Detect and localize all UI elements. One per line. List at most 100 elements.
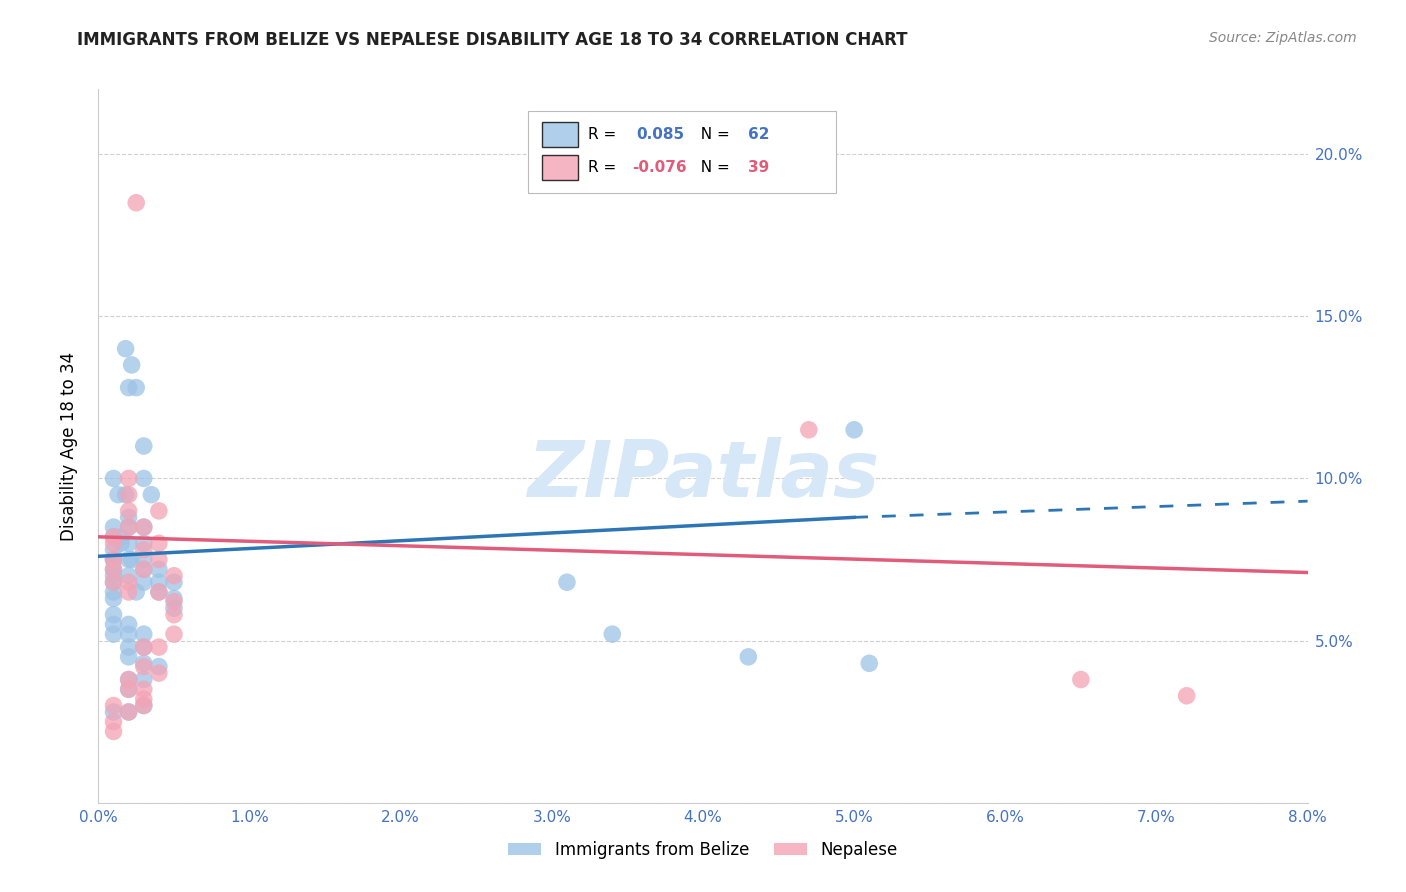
Point [1070,673,1092,687]
Point [163,595,186,609]
Point [132,627,155,641]
Point [125,585,148,599]
Point [118,585,141,599]
Point [110,530,132,544]
Point [163,591,186,606]
Point [118,640,141,654]
Point [163,568,186,582]
Point [148,640,170,654]
Point [132,659,155,673]
Text: -0.076: -0.076 [631,160,686,175]
Point [118,471,141,485]
Point [103,591,125,606]
Point [163,627,186,641]
Point [103,552,125,566]
Point [858,657,880,671]
Point [103,530,125,544]
Point [103,585,125,599]
Point [163,575,186,590]
Point [132,640,155,654]
Point [148,536,170,550]
Point [103,575,125,590]
Point [103,724,125,739]
Point [132,520,155,534]
Point [118,627,141,641]
Point [103,552,125,566]
Point [148,659,170,673]
Point [141,488,163,502]
Point [132,552,155,566]
Point [148,585,170,599]
Point [118,682,141,697]
Point [132,673,155,687]
Point [103,552,125,566]
Point [118,568,141,582]
Point [121,358,143,372]
Point [103,575,125,590]
Point [132,471,155,485]
FancyBboxPatch shape [527,111,837,193]
Point [148,666,170,681]
Point [132,682,155,697]
Point [114,342,136,356]
Point [118,520,141,534]
Point [103,568,125,582]
Point [148,562,170,576]
Point [107,488,129,502]
Point [118,705,141,719]
Point [118,673,141,687]
Point [110,536,132,550]
Point [132,575,155,590]
Point [118,705,141,719]
Text: ZIPatlas: ZIPatlas [527,436,879,513]
Point [132,640,155,654]
FancyBboxPatch shape [543,155,578,180]
Point [118,617,141,632]
Point [103,617,125,632]
Point [132,698,155,713]
Point [118,520,141,534]
Point [103,627,125,641]
Point [114,488,136,502]
Text: 39: 39 [748,160,769,175]
Point [103,536,125,550]
Point [103,542,125,557]
Point [118,536,141,550]
Text: R =: R = [588,160,621,175]
Point [163,607,186,622]
Text: N =: N = [690,127,734,142]
Point [118,504,141,518]
Point [103,698,125,713]
Y-axis label: Disability Age 18 to 34: Disability Age 18 to 34 [59,351,77,541]
Point [103,607,125,622]
Point [132,698,155,713]
Point [118,649,141,664]
Point [125,381,148,395]
Point [737,649,759,664]
Point [132,520,155,534]
Point [163,601,186,615]
Text: R =: R = [588,127,626,142]
Text: 62: 62 [748,127,769,142]
FancyBboxPatch shape [543,122,578,147]
Point [132,562,155,576]
Point [148,552,170,566]
Point [118,488,141,502]
Point [844,423,866,437]
Point [125,195,148,210]
Text: Source: ZipAtlas.com: Source: ZipAtlas.com [1209,31,1357,45]
Point [121,552,143,566]
Point [103,562,125,576]
Point [1175,689,1198,703]
Point [118,682,141,697]
Point [132,562,155,576]
Legend: Immigrants from Belize, Nepalese: Immigrants from Belize, Nepalese [502,835,904,866]
Point [132,536,155,550]
Point [602,627,624,641]
Point [103,471,125,485]
Point [132,692,155,706]
Point [103,520,125,534]
Point [103,530,125,544]
Text: IMMIGRANTS FROM BELIZE VS NEPALESE DISABILITY AGE 18 TO 34 CORRELATION CHART: IMMIGRANTS FROM BELIZE VS NEPALESE DISAB… [77,31,908,49]
Point [555,575,578,590]
